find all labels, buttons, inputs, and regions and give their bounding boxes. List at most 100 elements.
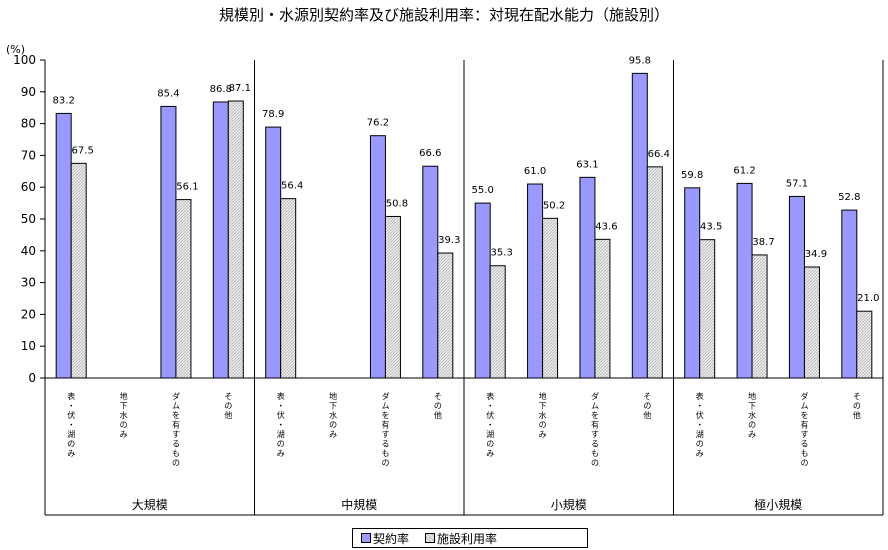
bar-facility-utilization — [489, 265, 506, 379]
data-label: 78.9 — [262, 109, 284, 120]
category-label-char: も — [800, 449, 808, 458]
legend-swatch-contract-rate — [361, 533, 371, 543]
category-label-char: の — [277, 440, 285, 449]
data-label: 76.2 — [367, 118, 389, 129]
y-tick-label: 80 — [21, 117, 36, 131]
category-label-char: る — [591, 440, 599, 449]
category-label-char: 伏 — [67, 410, 75, 420]
legend-label-contract-rate: 契約率 — [373, 531, 410, 546]
bar-facility-utilization — [699, 239, 716, 379]
category-label-char: ・ — [696, 421, 704, 430]
category-label-char: 表 — [67, 391, 75, 401]
category-label-char: る — [800, 440, 808, 449]
category-label-char: す — [381, 430, 389, 439]
group-label: 小規模 — [551, 497, 587, 512]
bar-facility-utilization — [437, 252, 454, 379]
category-label-char: 湖 — [696, 430, 704, 439]
bar-contract-rate — [369, 135, 386, 379]
y-tick-label: 70 — [21, 148, 36, 162]
category-label-char: 地 — [329, 391, 337, 401]
legend-label-facility-utilization: 施設利用率 — [437, 531, 498, 546]
category-label-char: の — [853, 402, 861, 411]
category-label-char: 伏 — [277, 410, 285, 420]
bar-facility-utilization — [751, 254, 768, 379]
data-label: 39.3 — [438, 235, 460, 246]
bar-contract-rate — [841, 209, 858, 379]
category-label-char: み — [277, 449, 285, 458]
category-label-char: 水 — [539, 410, 547, 420]
category-label-char: ・ — [67, 402, 75, 411]
category-label-char: 下 — [539, 402, 547, 411]
data-label: 35.3 — [491, 248, 513, 259]
category-label-char: の — [172, 459, 180, 468]
data-label: 50.2 — [543, 200, 565, 211]
data-label: 56.4 — [281, 181, 303, 192]
data-label: 43.6 — [595, 221, 617, 232]
category-label-char: の — [381, 459, 389, 468]
category-label-char: ダ — [381, 391, 389, 401]
category-label-char: み — [486, 449, 494, 458]
bar-facility-utilization — [803, 266, 820, 379]
category-label-char: の — [591, 459, 599, 468]
category-label-char: 伏 — [486, 410, 494, 420]
data-label: 59.8 — [681, 170, 703, 181]
category-label-char: の — [539, 421, 547, 430]
category-label-char: の — [486, 440, 494, 449]
data-label: 61.0 — [524, 166, 546, 177]
category-label-char: を — [591, 411, 599, 420]
category-label-char: 湖 — [277, 430, 285, 439]
category-label-char: 表 — [486, 391, 494, 401]
data-label: 61.2 — [733, 165, 755, 176]
category-label-char: ・ — [486, 402, 494, 411]
category-label-char: す — [591, 430, 599, 439]
category-label-char: 地 — [539, 391, 547, 401]
category-label-char: ダ — [800, 391, 808, 401]
data-label: 57.1 — [786, 178, 808, 189]
data-label: 67.5 — [72, 145, 94, 156]
category-label-char: ム — [381, 402, 389, 411]
category-label-char: ム — [172, 402, 180, 411]
category-label-char: 湖 — [67, 430, 75, 439]
category-label-char: ・ — [696, 402, 704, 411]
data-label: 52.8 — [838, 192, 860, 203]
category-label-char: 有 — [381, 420, 389, 430]
category-label-char: を — [381, 411, 389, 420]
legend: 契約率 施設利用率 — [352, 528, 588, 548]
bar-facility-utilization — [175, 199, 192, 379]
bar-contract-rate — [422, 165, 439, 379]
category-label-char: の — [643, 402, 651, 411]
category-label-char: の — [434, 402, 442, 411]
legend-item-contract-rate: 契約率 — [361, 530, 409, 547]
category-label-char: 下 — [120, 402, 128, 411]
category-label-char: 有 — [172, 420, 180, 430]
category-label-char: の — [696, 440, 704, 449]
data-label: 43.5 — [700, 222, 722, 233]
bar-facility-utilization — [227, 100, 244, 379]
category-label-char: 地 — [748, 391, 756, 401]
y-tick-label: 60 — [21, 180, 36, 194]
data-label: 95.8 — [629, 55, 651, 66]
category-label-char: る — [172, 440, 180, 449]
bar-facility-utilization — [542, 217, 559, 379]
category-label-char: 有 — [800, 420, 808, 430]
category-label-char: そ — [224, 392, 232, 401]
bar-facility-utilization — [594, 238, 611, 379]
data-label: 83.2 — [53, 95, 75, 106]
category-label-char: 他 — [853, 410, 861, 420]
category-label-char: の — [748, 421, 756, 430]
category-label-char: 他 — [224, 410, 232, 420]
bar-contract-rate — [160, 105, 177, 379]
data-label: 66.4 — [648, 149, 670, 160]
category-label-char: ・ — [277, 421, 285, 430]
legend-swatch-facility-utilization — [425, 533, 436, 543]
category-label-char: ダ — [172, 391, 180, 401]
category-label-char: み — [539, 430, 547, 439]
bar-contract-rate — [736, 182, 753, 379]
category-label-char: そ — [643, 392, 651, 401]
category-label-char: 表 — [696, 391, 704, 401]
bar-contract-rate — [631, 72, 648, 379]
data-label: 34.9 — [805, 249, 827, 260]
category-label-char: み — [696, 449, 704, 458]
bar-contract-rate — [212, 101, 229, 379]
